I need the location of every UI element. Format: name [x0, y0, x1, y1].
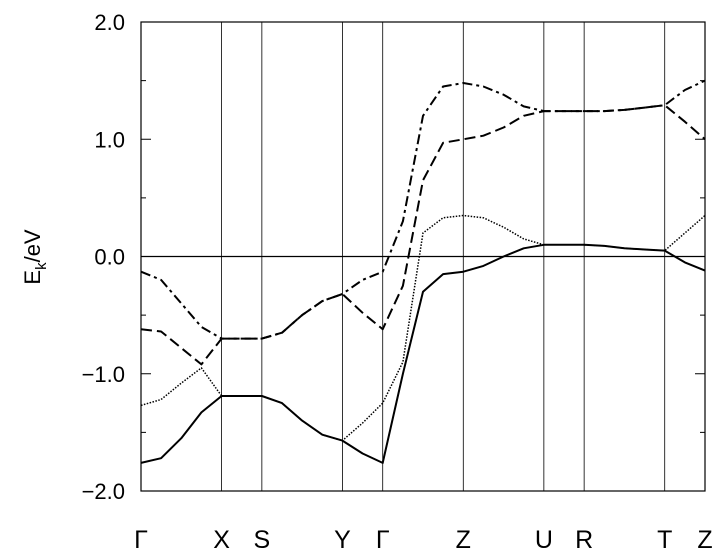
y-label-unit: /eV	[20, 229, 45, 262]
x-tick-label: R	[575, 526, 593, 554]
band-line	[140, 104, 706, 366]
x-tick-label: Γ	[134, 526, 148, 554]
x-tick-label: Z	[456, 526, 471, 554]
x-tick-label: T	[657, 526, 672, 554]
band-line	[140, 243, 706, 464]
x-tick-label: U	[535, 526, 553, 554]
y-tick-label: 2.0	[94, 10, 125, 35]
x-tick-label: X	[213, 526, 230, 554]
y-label-sub: k	[33, 262, 50, 270]
band-line	[140, 214, 706, 442]
y-axis-label: Ek/eV	[20, 229, 50, 285]
x-tick-label: Γ	[376, 526, 390, 554]
x-tick-label: S	[254, 526, 271, 554]
band-line	[140, 79, 706, 340]
x-tick-label: Z	[697, 526, 712, 554]
plot-frame	[140, 21, 706, 492]
y-tick-label: −2.0	[82, 479, 125, 504]
x-tick-label: Y	[334, 526, 351, 554]
y-tick-label: 0.0	[94, 245, 125, 270]
y-label-main: E	[20, 270, 45, 285]
y-tick-label: 1.0	[94, 127, 125, 152]
y-tick-label: −1.0	[82, 362, 125, 387]
